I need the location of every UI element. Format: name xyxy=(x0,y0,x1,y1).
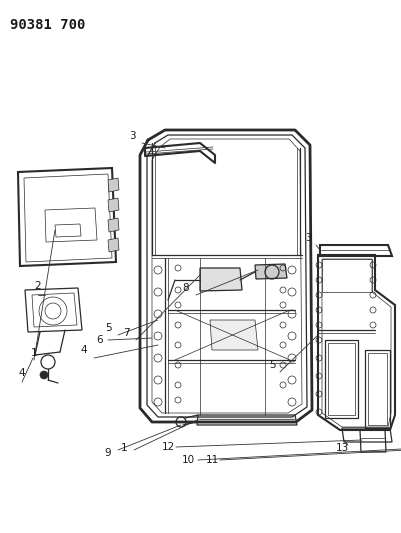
Text: 8: 8 xyxy=(183,283,189,293)
Text: 5: 5 xyxy=(105,323,111,333)
Text: 11: 11 xyxy=(205,455,219,465)
Text: 13: 13 xyxy=(335,443,348,453)
Polygon shape xyxy=(210,320,258,350)
Polygon shape xyxy=(108,218,119,232)
Text: 1: 1 xyxy=(121,443,127,453)
Text: 10: 10 xyxy=(181,455,194,465)
Polygon shape xyxy=(108,198,119,212)
Text: 5: 5 xyxy=(269,360,275,370)
Polygon shape xyxy=(200,268,242,291)
Text: 12: 12 xyxy=(161,442,174,452)
Text: 1: 1 xyxy=(31,348,37,358)
Text: 2: 2 xyxy=(35,281,41,291)
Text: 9: 9 xyxy=(105,448,111,458)
Text: 90381 700: 90381 700 xyxy=(10,18,85,32)
Polygon shape xyxy=(108,238,119,252)
Text: 4: 4 xyxy=(81,345,87,355)
Text: 3: 3 xyxy=(305,233,311,243)
Text: 4: 4 xyxy=(19,368,25,378)
Text: 6: 6 xyxy=(97,335,103,345)
Polygon shape xyxy=(255,264,287,279)
Polygon shape xyxy=(108,178,119,192)
Text: 7: 7 xyxy=(123,328,129,338)
Text: 3: 3 xyxy=(129,131,135,141)
Polygon shape xyxy=(197,415,297,425)
Circle shape xyxy=(40,371,48,379)
